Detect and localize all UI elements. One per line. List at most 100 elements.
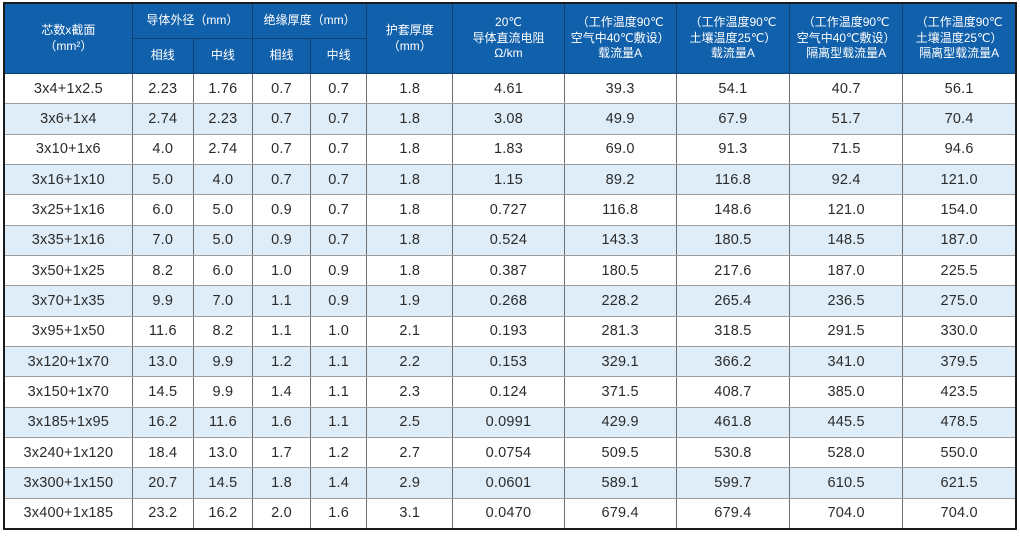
table-cell: 71.5 [788,133,904,166]
header-ampacity-air-isolated: （工作温度90℃ 空气中40℃敷设） 隔离型载流量A [788,2,904,74]
table-cell: 67.9 [675,103,791,135]
table-row: 3x120+1x70 13.0 9.9 1.2 1.1 2.2 0.153 329.1 366.… [3,346,1017,378]
table-cell: 9.9 [192,346,253,378]
table-row: 3x150+1x70 14.5 9.9 1.4 1.1 2.3 0.124 371.5 408.… [3,376,1017,408]
header-dc-resistance: 20℃ 导体直流电阻 Ω/km [452,2,565,74]
table-cell: 0.7 [310,103,368,135]
table-cell: 180.5 [675,224,791,257]
table-cell: 1.76 [192,72,253,105]
table-row: 3x185+1x95 16.2 11.6 1.6 1.1 2.5 0.0991 429.9 46… [3,406,1017,439]
table-cell: 236.5 [788,285,904,317]
table-cell: 330.0 [902,315,1017,348]
header-ampacity-soil: （工作温度90℃ 土壤温度25℃） 载流量A [675,2,791,74]
table-cell: 445.5 [788,406,904,439]
table-cell: 0.193 [452,315,565,348]
table-cell: 3x6+1x4 [3,103,133,135]
table-cell: 1.9 [366,285,454,317]
table-cell: 0.0754 [452,437,565,469]
table-cell: 1.8 [366,255,454,287]
table-cell: 5.0 [192,194,253,226]
table-cell: 14.5 [192,467,253,499]
table-row: 3x6+1x4 2.74 2.23 0.7 0.7 1.8 3.08 49.9 67.9 51.7… [3,103,1017,135]
table-cell: 56.1 [902,72,1017,105]
table-cell: 423.5 [902,376,1017,408]
table-row: 3x16+1x10 5.0 4.0 0.7 0.7 1.8 1.15 89.2 116.8 92.… [3,164,1017,196]
table-cell: 1.6 [251,406,312,439]
table-cell: 1.1 [251,285,312,317]
table-cell: 51.7 [788,103,904,135]
table-row: 3x4+1x2.5 2.23 1.76 0.7 0.7 1.8 4.61 39.3 54.1 40… [3,72,1017,105]
table-cell: 1.8 [251,467,312,499]
table-cell: 4.0 [131,133,194,166]
table-cell: 40.7 [788,72,904,105]
table-cell: 0.7 [251,72,312,105]
header-phase-line-od: 相线 [131,38,194,74]
table-cell: 2.23 [192,103,253,135]
table-cell: 509.5 [563,437,677,469]
table-cell: 679.4 [675,497,791,530]
table-cell: 187.0 [902,224,1017,257]
table-cell: 329.1 [563,346,677,378]
table-cell: 0.7 [251,103,312,135]
table-cell: 2.5 [366,406,454,439]
table-cell: 621.5 [902,467,1017,499]
table-cell: 0.7 [251,133,312,166]
table-cell: 3x150+1x70 [3,376,133,408]
table-cell: 704.0 [788,497,904,530]
header-core-size: 芯数x截面 （mm²） [3,2,133,74]
table-cell: 1.15 [452,164,565,196]
table-cell: 4.0 [192,164,253,196]
table-cell: 116.8 [563,194,677,226]
table-cell: 3x25+1x16 [3,194,133,226]
table-cell: 478.5 [902,406,1017,439]
table-row: 3x35+1x16 7.0 5.0 0.9 0.7 1.8 0.524 143.3 180.5 1… [3,224,1017,257]
table-cell: 291.5 [788,315,904,348]
spec-table-body: 3x4+1x2.5 2.23 1.76 0.7 0.7 1.8 4.61 39.3 54.1 40… [3,72,1017,530]
table-cell: 0.524 [452,224,565,257]
table-cell: 20.7 [131,467,194,499]
header-neutral-line-ins: 中线 [310,38,368,74]
table-cell: 39.3 [563,72,677,105]
table-cell: 16.2 [131,406,194,439]
table-cell: 461.8 [675,406,791,439]
header-neutral-line-od: 中线 [192,38,253,74]
table-cell: 3x400+1x185 [3,497,133,530]
table-cell: 225.5 [902,255,1017,287]
table-cell: 1.8 [366,72,454,105]
table-cell: 1.4 [251,376,312,408]
table-cell: 154.0 [902,194,1017,226]
table-cell: 0.153 [452,346,565,378]
table-cell: 3x95+1x50 [3,315,133,348]
table-cell: 11.6 [192,406,253,439]
table-cell: 550.0 [902,437,1017,469]
table-cell: 1.8 [366,194,454,226]
table-cell: 14.5 [131,376,194,408]
table-cell: 318.5 [675,315,791,348]
table-cell: 11.6 [131,315,194,348]
table-cell: 1.1 [310,376,368,408]
table-cell: 0.727 [452,194,565,226]
table-row: 3x300+1x150 20.7 14.5 1.8 1.4 2.9 0.0601 589.1 5… [3,467,1017,499]
table-cell: 2.74 [192,133,253,166]
table-cell: 1.2 [310,437,368,469]
table-cell: 679.4 [563,497,677,530]
table-cell: 228.2 [563,285,677,317]
table-cell: 0.7 [310,133,368,166]
table-cell: 3x240+1x120 [3,437,133,469]
cable-spec-table: 芯数x截面 （mm²） 导体外径（mm） 绝缘厚度（mm） 护套厚度 （mm） … [3,2,1017,531]
table-cell: 265.4 [675,285,791,317]
table-cell: 180.5 [563,255,677,287]
table-cell: 281.3 [563,315,677,348]
table-cell: 217.6 [675,255,791,287]
table-cell: 1.83 [452,133,565,166]
table-cell: 143.3 [563,224,677,257]
table-cell: 1.6 [310,497,368,530]
table-cell: 70.4 [902,103,1017,135]
table-cell: 379.5 [902,346,1017,378]
header-phase-line-ins: 相线 [251,38,312,74]
table-cell: 3x70+1x35 [3,285,133,317]
table-cell: 704.0 [902,497,1017,530]
table-cell: 0.0470 [452,497,565,530]
table-cell: 3x4+1x2.5 [3,72,133,105]
table-cell: 3.08 [452,103,565,135]
